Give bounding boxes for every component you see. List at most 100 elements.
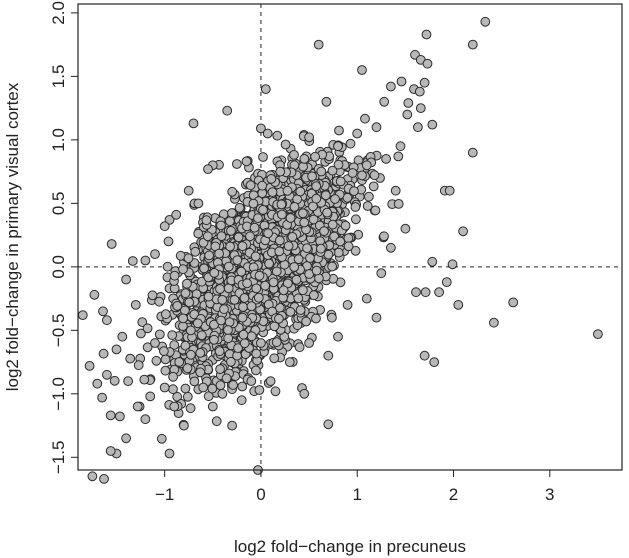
data-point xyxy=(169,401,180,412)
data-point xyxy=(99,474,109,484)
data-point xyxy=(115,411,125,422)
data-point xyxy=(271,337,282,348)
data-point xyxy=(232,255,243,266)
data-point xyxy=(167,330,178,341)
data-point xyxy=(233,343,243,354)
data-point xyxy=(352,128,363,139)
data-point xyxy=(267,187,278,198)
data-point xyxy=(311,313,321,324)
data-point xyxy=(250,251,261,262)
y-tick-label: −0.5 xyxy=(49,314,68,348)
data-point xyxy=(109,375,120,386)
data-point xyxy=(262,128,273,139)
data-point xyxy=(225,241,236,252)
data-point xyxy=(277,209,287,220)
data-point xyxy=(248,198,259,209)
data-point xyxy=(310,151,321,162)
data-point xyxy=(217,295,228,305)
data-point xyxy=(145,391,156,402)
data-point xyxy=(87,471,98,482)
data-point xyxy=(258,205,268,215)
data-point xyxy=(333,331,343,342)
data-point xyxy=(151,355,162,366)
data-point xyxy=(251,283,262,294)
data-point xyxy=(334,125,344,136)
data-point xyxy=(322,207,333,218)
y-tick-label: 2.0 xyxy=(49,1,68,25)
data-point xyxy=(189,309,200,320)
data-point xyxy=(159,346,169,357)
data-point xyxy=(289,150,299,160)
data-point xyxy=(222,105,233,116)
data-point xyxy=(172,301,183,311)
data-point xyxy=(178,264,188,275)
data-point xyxy=(298,208,308,219)
data-point xyxy=(316,166,327,177)
data-point xyxy=(232,159,242,169)
data-point xyxy=(123,376,134,387)
data-point xyxy=(393,199,404,209)
data-point xyxy=(268,277,279,288)
data-point xyxy=(467,147,478,158)
data-point xyxy=(132,401,143,412)
data-point xyxy=(193,198,204,209)
data-point xyxy=(371,122,382,133)
data-point xyxy=(263,228,274,239)
data-point xyxy=(139,374,150,385)
data-point xyxy=(256,123,266,134)
data-point xyxy=(421,29,432,40)
data-point xyxy=(160,354,171,365)
x-tick-label: 0 xyxy=(256,485,265,504)
data-point xyxy=(163,236,174,247)
data-point xyxy=(150,338,160,348)
data-point xyxy=(246,376,257,387)
data-point xyxy=(190,246,201,257)
data-point xyxy=(266,174,277,184)
data-point xyxy=(434,287,445,298)
data-point xyxy=(413,122,423,133)
data-point xyxy=(390,185,401,196)
data-point xyxy=(211,416,222,427)
data-point xyxy=(102,369,112,380)
data-point xyxy=(228,380,239,390)
data-point xyxy=(304,132,315,143)
data-point xyxy=(239,338,250,349)
data-point xyxy=(274,313,284,324)
data-point xyxy=(111,344,122,355)
data-point xyxy=(215,364,226,375)
data-point xyxy=(299,388,310,399)
data-point xyxy=(285,213,296,223)
data-point xyxy=(361,293,372,304)
data-point xyxy=(227,208,237,218)
data-point xyxy=(117,331,128,342)
data-point xyxy=(444,185,455,196)
data-point xyxy=(195,367,206,378)
data-point xyxy=(121,433,131,444)
data-point xyxy=(347,168,358,178)
data-point xyxy=(386,81,396,92)
data-point xyxy=(121,274,131,285)
plot-frame xyxy=(77,3,623,471)
data-point xyxy=(236,395,247,406)
data-point xyxy=(102,315,112,326)
data-point xyxy=(395,141,406,152)
data-point xyxy=(278,285,289,296)
data-point xyxy=(253,213,263,224)
data-point xyxy=(327,312,337,323)
data-point xyxy=(245,180,256,191)
data-point xyxy=(489,317,499,328)
data-point xyxy=(403,98,414,108)
data-point xyxy=(287,232,298,242)
data-point xyxy=(480,16,491,27)
data-point xyxy=(357,65,367,75)
data-point xyxy=(293,254,304,265)
data-point xyxy=(269,353,280,364)
data-point xyxy=(441,277,452,288)
data-point xyxy=(224,317,235,328)
data-point xyxy=(251,365,261,376)
data-point xyxy=(253,292,264,303)
data-point xyxy=(313,39,324,50)
data-point xyxy=(195,348,206,358)
data-point xyxy=(371,312,382,323)
data-point xyxy=(216,315,226,326)
